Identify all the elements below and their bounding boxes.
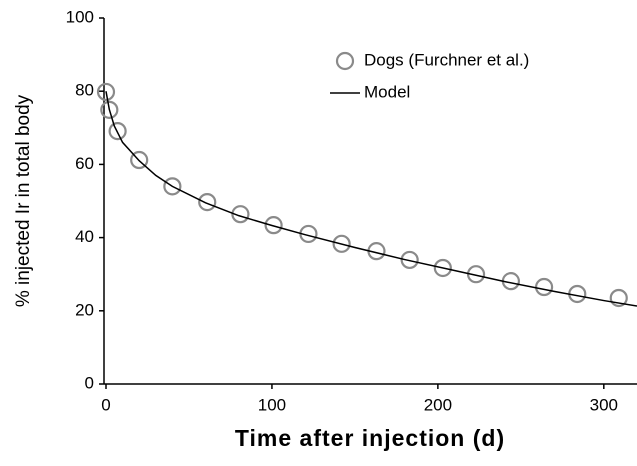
data-point	[231, 205, 250, 224]
data-point	[130, 150, 149, 170]
data-point	[264, 216, 283, 235]
y-tick-label: 0	[85, 373, 94, 392]
x-tick-label: 100	[258, 395, 286, 414]
y-axis-label: % injected Ir in total body	[13, 94, 34, 307]
x-tick-label: 300	[590, 395, 618, 414]
x-axis-label: Time after injection (d)	[235, 425, 505, 451]
data-point	[198, 192, 217, 212]
data-point	[100, 100, 119, 119]
x-tick-label: 200	[424, 395, 452, 414]
data-point	[433, 258, 452, 278]
y-tick-label: 20	[75, 300, 94, 319]
y-tick-label: 60	[75, 154, 94, 173]
legend-marker	[335, 51, 355, 71]
legend-label: Model	[364, 82, 410, 101]
x-tick-label: 0	[101, 395, 110, 414]
data-point	[96, 82, 116, 102]
data-point	[609, 288, 628, 308]
data-point	[534, 277, 554, 297]
model-line	[105, 91, 637, 307]
y-tick-label: 40	[75, 227, 94, 246]
y-tick-label: 100	[66, 7, 94, 26]
data-point	[163, 177, 182, 196]
y-tick-label: 80	[75, 81, 94, 100]
data-point	[332, 234, 351, 253]
data-point	[400, 250, 419, 270]
legend-label: Dogs (Furchner et al.)	[364, 50, 529, 69]
data-point	[108, 121, 127, 141]
